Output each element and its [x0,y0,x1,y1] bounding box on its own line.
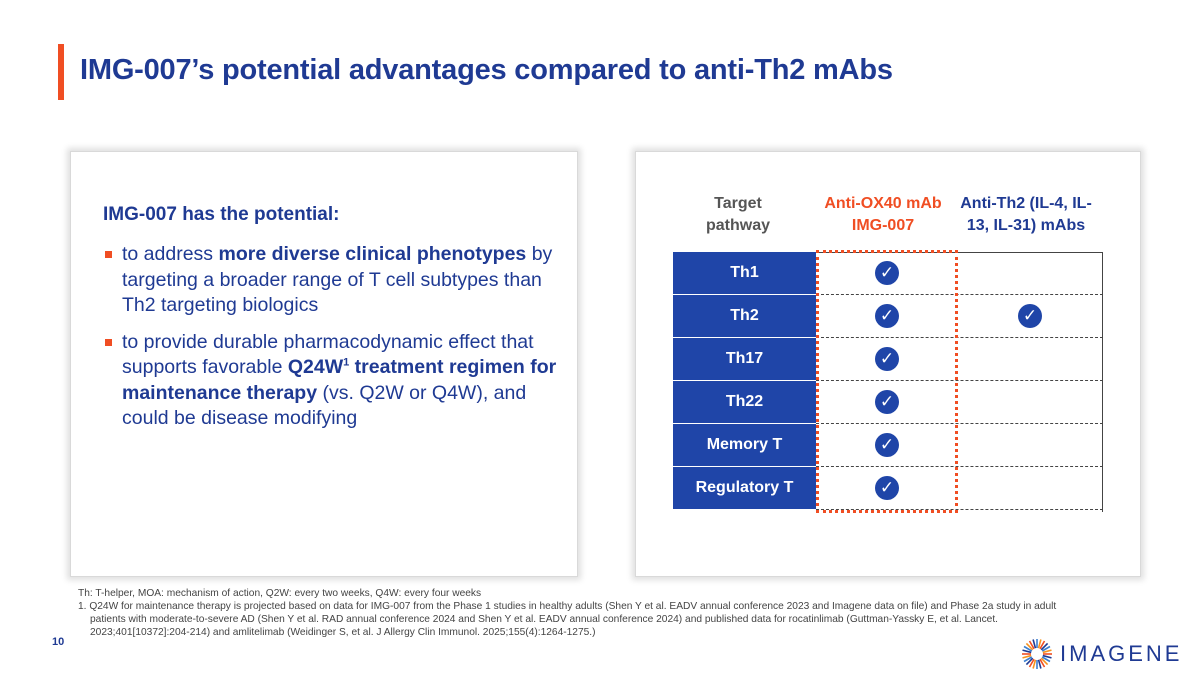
row-label: Th1 [673,252,816,295]
row-divider [816,423,1103,424]
comparison-table: Th1 ✓ Th2 ✓ ✓ Th17 ✓ Th22 ✓ Memory T ✓ Regulatory T… [673,250,1103,513]
logo-ray [1041,656,1051,663]
logo-text: IMAGENE [1060,641,1183,666]
table-top-border [816,252,1103,253]
footnote-1: 1. Q24W for maintenance therapy is proje… [78,601,1057,638]
row-label: Memory T [673,424,816,467]
logo-ray [1039,658,1046,668]
row-divider [816,380,1103,381]
checkmark-icon: ✓ [875,261,899,285]
checkmark-icon: ✓ [875,476,899,500]
logo-ray [1041,645,1051,652]
logo-ray [1028,640,1035,650]
row-label: Th2 [673,295,816,338]
advantage-item-1: to address more diverse clinical phenoty… [105,242,557,319]
square-bullet-icon [105,251,112,258]
header-target-pathway: Target pathway [705,195,770,234]
potential-card: IMG-007 has the potential: to address mo… [70,151,578,577]
row-divider [816,466,1103,467]
row-label: Th22 [673,381,816,424]
logo-ray [1042,649,1052,654]
logo-ray [1032,659,1037,669]
company-logo: IMAGENE [1020,637,1182,671]
logo-ray [1042,654,1052,659]
logo-ray [1028,658,1035,668]
table-right-border [1102,252,1103,512]
checkmark-icon: ✓ [1018,304,1042,328]
row-label: Th17 [673,338,816,381]
footnotes: Th: T-helper, MOA: mechanism of action, … [78,587,1078,639]
logo-ray [1025,657,1034,666]
advantages-list: to address more diverse clinical phenoty… [105,242,557,443]
sunburst-logo-icon [1022,639,1052,669]
logo-ray [1037,639,1042,649]
logo-ray [1039,640,1046,650]
advantage-item-2: to provide durable pharmacodynamic effec… [105,330,557,432]
row-label: Regulatory T [673,467,816,510]
logo-ray [1022,654,1032,659]
table-row: Th17 ✓ [673,338,1103,381]
title-accent-bar [58,44,64,100]
checkmark-icon: ✓ [875,347,899,371]
row-divider [816,509,1103,510]
logo-ray [1025,642,1034,651]
square-bullet-icon [105,338,112,346]
page-number: 10 [52,636,65,648]
row-divider [816,337,1103,338]
table-row: Th22 ✓ [673,381,1103,424]
checkmark-icon: ✓ [875,390,899,414]
row-divider [816,294,1103,295]
header-anti-ox40: Anti-OX40 mAb IMG-007 [824,195,942,234]
logo-ray [1032,639,1037,649]
table-row: Memory T ✓ [673,424,1103,467]
potential-heading: IMG-007 has the potential: [103,204,340,225]
comparison-card: Target pathway Anti-OX40 mAb IMG-007 Ant… [635,151,1141,577]
table-row: Th1 ✓ [673,252,1103,295]
checkmark-icon: ✓ [875,304,899,328]
table-row: Th2 ✓ ✓ [673,295,1103,338]
slide-title: IMG-007’s potential advantages compared … [80,54,893,86]
checkmark-icon: ✓ [875,433,899,457]
logo-ray [1040,642,1049,651]
logo-ray [1022,649,1032,654]
footnote-abbreviations: Th: T-helper, MOA: mechanism of action, … [78,588,482,599]
logo-ray [1040,657,1049,666]
ox40-column-highlight [816,250,958,513]
header-anti-th2: Anti-Th2 (IL-4, IL-13, IL-31) mAbs [960,195,1092,234]
logo-ray [1023,656,1033,663]
logo-ray [1023,645,1033,652]
table-row: Regulatory T ✓ [673,467,1103,510]
logo-ray [1037,659,1042,669]
